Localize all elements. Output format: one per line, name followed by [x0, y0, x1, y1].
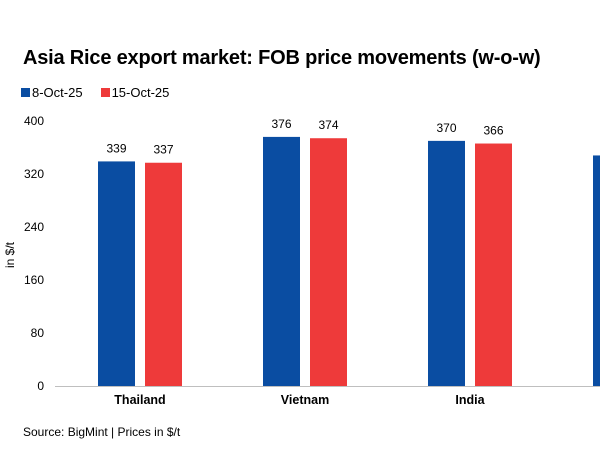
source-note: Source: BigMint | Prices in $/t [23, 425, 181, 439]
x-category-label: Vietnam [281, 393, 329, 407]
y-tick-label: 400 [24, 114, 44, 128]
bar-1-3 [428, 140, 465, 386]
data-label: 370 [436, 121, 456, 135]
legend-swatch-series-2 [100, 88, 110, 97]
legend-label-series-2: 15-Oct-25 [111, 85, 170, 100]
legend-label-series-1: 8-Oct-25 [32, 85, 83, 100]
bar-2-3 [475, 143, 512, 386]
data-label: 339 [106, 141, 126, 155]
legend-swatch-series-1 [21, 88, 30, 97]
x-category-label: India [455, 393, 485, 407]
data-label: 376 [271, 117, 291, 131]
bar-1-1 [98, 161, 135, 386]
x-category-label: Thailand [114, 393, 165, 407]
bar-1-2 [263, 136, 300, 386]
y-axis-label: in $/t [3, 241, 17, 268]
y-tick-label: 240 [24, 220, 44, 234]
chart-title: Asia Rice export market: FOB price movem… [23, 47, 541, 69]
legend-item-series-2: 15-Oct-25 [100, 85, 170, 100]
bar-2-1 [145, 162, 182, 386]
data-label: 366 [483, 124, 503, 138]
data-label: 374 [318, 118, 338, 132]
legend: 8-Oct-25 15-Oct-25 [21, 85, 187, 100]
y-tick-label: 160 [24, 273, 44, 287]
legend-item-series-1: 8-Oct-25 [21, 85, 83, 100]
bar-1-4 [593, 155, 600, 386]
data-label: 337 [153, 143, 173, 157]
y-tick-label: 80 [31, 326, 45, 340]
bar-2-2 [310, 138, 347, 386]
y-tick-label: 320 [24, 167, 44, 181]
y-tick-label: 0 [37, 379, 44, 393]
